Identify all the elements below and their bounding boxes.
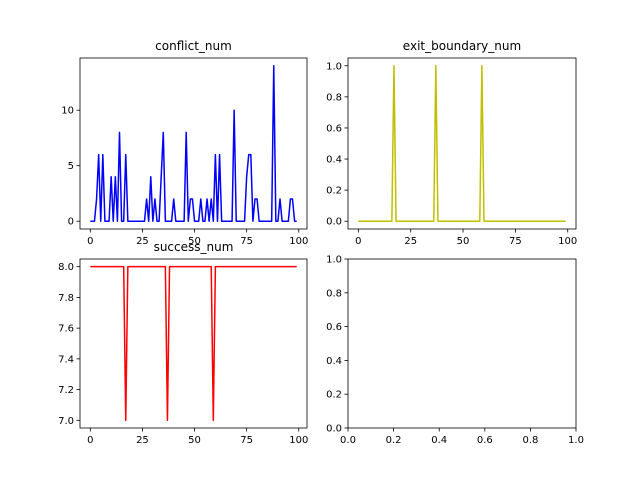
x-tick-label: 0.0 bbox=[340, 435, 356, 446]
y-tick-label: 0.2 bbox=[326, 186, 342, 197]
axes-frame bbox=[79, 57, 308, 230]
x-tick-label: 75 bbox=[509, 236, 522, 247]
y-tick-label: 0.6 bbox=[326, 322, 342, 333]
x-tick-label: 100 bbox=[558, 236, 577, 247]
x-tick-label: 75 bbox=[240, 435, 253, 446]
subplot-3: 0 25 50 75 100 7.0 7.2 7.4 7.6 7.8 8.0 success_num bbox=[58, 240, 308, 446]
y-tick-label: 7.2 bbox=[58, 385, 74, 396]
x-tick-label: 50 bbox=[457, 236, 470, 247]
axes-frame bbox=[347, 57, 577, 230]
subplot-1: 0 25 50 75 100 0 5 10 conflict_num bbox=[61, 39, 308, 247]
y-tick-label: 5 bbox=[68, 161, 74, 172]
y-tick-label: 7.0 bbox=[58, 416, 74, 427]
y-tick-label: 1.0 bbox=[326, 255, 342, 266]
x-tick-label: 50 bbox=[188, 435, 201, 446]
x-tick-label: 25 bbox=[136, 236, 149, 247]
x-tick-label: 1.0 bbox=[568, 435, 584, 446]
subplot-4: 0.0 0.2 0.4 0.6 0.8 1.0 0.0 0.2 0.4 0.6 0.8 1.0 bbox=[326, 255, 584, 447]
subplot-title: conflict_num bbox=[155, 39, 232, 53]
x-tick-label: 100 bbox=[289, 435, 308, 446]
y-tick-label: 0.0 bbox=[326, 217, 342, 228]
axes-frame bbox=[347, 258, 577, 429]
x-tick-label: 75 bbox=[240, 236, 253, 247]
x-tick-label: 0.2 bbox=[386, 435, 402, 446]
subplot-title: success_num bbox=[154, 240, 234, 254]
subplot-title: exit_boundary_num bbox=[403, 39, 521, 53]
x-tick-label: 0.6 bbox=[477, 435, 493, 446]
x-tick-label: 0.8 bbox=[522, 435, 538, 446]
y-tick-label: 8.0 bbox=[58, 262, 74, 273]
y-tick-label: 0 bbox=[68, 217, 74, 228]
axes-frame bbox=[79, 258, 308, 429]
y-tick-label: 0.4 bbox=[326, 155, 342, 166]
y-tick-label: 1.0 bbox=[326, 61, 342, 72]
x-tick-label: 0 bbox=[355, 236, 361, 247]
y-tick-label: 0.6 bbox=[326, 123, 342, 134]
y-tick-label: 0.0 bbox=[326, 424, 342, 435]
y-tick-label: 7.4 bbox=[58, 354, 74, 365]
y-tick-label: 0.8 bbox=[326, 288, 342, 299]
y-tick-label: 7.8 bbox=[58, 293, 74, 304]
x-tick-label: 25 bbox=[404, 236, 417, 247]
x-tick-label: 0.4 bbox=[431, 435, 447, 446]
y-tick-label: 10 bbox=[61, 106, 74, 117]
x-tick-label: 0 bbox=[87, 435, 93, 446]
y-tick-label: 0.4 bbox=[326, 356, 342, 367]
y-tick-label: 0.8 bbox=[326, 92, 342, 103]
y-tick-label: 7.6 bbox=[58, 324, 74, 335]
x-tick-label: 50 bbox=[188, 236, 201, 247]
series-line bbox=[358, 65, 566, 222]
y-tick-label: 0.2 bbox=[326, 390, 342, 401]
x-tick-label: 25 bbox=[136, 435, 149, 446]
series-line bbox=[90, 265, 297, 422]
subplot-2: 0 25 50 75 100 0.0 0.2 0.4 0.6 0.8 1.0 exit_boundar… bbox=[326, 39, 577, 247]
series-line bbox=[90, 65, 297, 222]
x-tick-label: 100 bbox=[289, 236, 308, 247]
x-tick-label: 0 bbox=[87, 236, 93, 247]
